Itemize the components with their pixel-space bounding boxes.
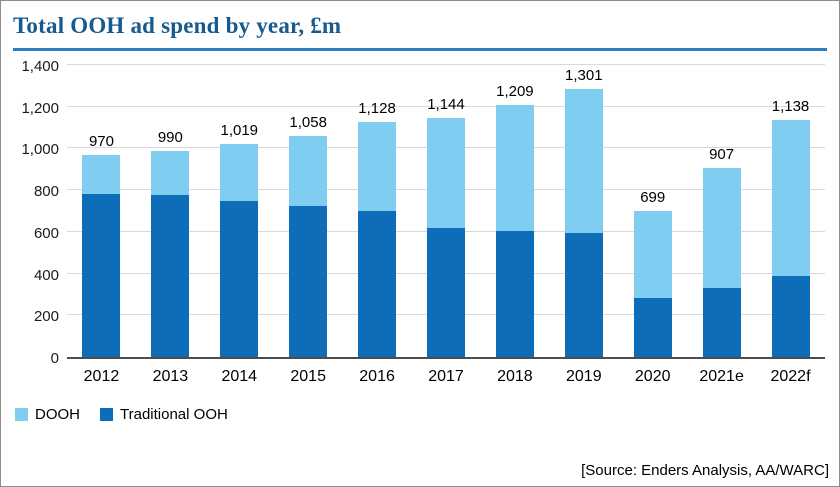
bar-total-label: 990 (157, 128, 183, 146)
plot-area: 970 990 1,019 1,058 1,128 1,144 1,209 1,301 699 9… (67, 64, 825, 359)
x-axis-labels: 2012 2013 2014 2015 2016 2017 2018 2019 2020 2021… (67, 368, 825, 386)
y-tick-label: 800 (33, 183, 59, 201)
dooh-bar-segment (358, 121, 397, 212)
legend-item-dooh: DOOH (15, 406, 80, 423)
bar-total-label: 1,301 (565, 67, 603, 84)
dooh-bar-segment (633, 211, 672, 298)
traditional-bar-segment (82, 193, 121, 357)
bar-group: 1,144 (412, 67, 481, 357)
bar-total-label: 907 (709, 145, 735, 163)
legend-item-traditional: Traditional OOH (100, 406, 228, 423)
y-tick-label: 1,000 (21, 141, 59, 159)
x-tick-label: 2020 (634, 368, 671, 385)
bars-container: 970 990 1,019 1,058 1,128 1,144 1,209 1,301 699 9… (67, 67, 825, 357)
gridline (67, 105, 825, 107)
traditional-bar-segment (151, 195, 190, 357)
bar-group: 1,209 (480, 67, 549, 357)
traditional-bar-segment (495, 230, 534, 357)
bar-total-label: 1,209 (496, 82, 534, 100)
footer-row: DOOH Traditional OOH (15, 406, 825, 423)
traditional-bar-segment (633, 297, 672, 357)
traditional-bar-segment (564, 232, 603, 357)
dooh-bar-segment (495, 104, 534, 231)
gridline (67, 64, 825, 65)
bar-group: 1,019 (205, 67, 274, 357)
bar-group: 990 (136, 67, 205, 357)
x-tick-label: 2012 (83, 368, 120, 385)
y-tick-label: 1,400 (21, 58, 59, 75)
dooh-bar-segment (220, 144, 259, 202)
bar-group: 1,301 (549, 67, 618, 357)
traditional-bar-segment (220, 201, 259, 357)
bar-total-label: 1,058 (289, 114, 327, 132)
y-tick-label: 400 (33, 266, 59, 284)
bar-group: 970 (67, 67, 136, 357)
bar-group: 699 (618, 67, 687, 357)
x-axis-row: 2012 2013 2014 2015 2016 2017 2018 2019 2020 2021… (11, 368, 825, 386)
x-tick-label: 2016 (359, 368, 395, 385)
traditional-swatch-icon (100, 408, 113, 421)
dooh-bar-segment (82, 154, 121, 194)
traditional-bar-segment (426, 228, 465, 357)
y-tick-label: 200 (33, 308, 59, 326)
traditional-bar-segment (289, 206, 328, 357)
bar-total-label: 1,019 (220, 122, 259, 140)
legend-label-dooh: DOOH (35, 406, 80, 423)
x-tick-label: 2021e (699, 368, 744, 385)
x-tick-label: 2014 (221, 368, 258, 385)
dooh-bar-segment (702, 167, 741, 289)
bar-total-label: 1,128 (358, 99, 396, 117)
x-tick-label: 2015 (290, 368, 326, 385)
bar-group: 1,128 (343, 67, 412, 357)
chart-title: Total OOH ad spend by year, £m (13, 13, 342, 38)
x-tick-label: 2022f (770, 368, 811, 385)
traditional-bar-segment (358, 211, 397, 357)
x-axis-spacer (11, 368, 67, 386)
dooh-bar-segment (151, 150, 190, 196)
x-tick-label: 2018 (497, 368, 533, 385)
bar-total-label: 699 (640, 189, 666, 207)
chart-header: Total OOH ad spend by year, £m (1, 1, 839, 51)
bar-group: 1,138 (756, 67, 825, 357)
x-tick-label: 2017 (428, 368, 464, 385)
y-tick-label: 0 (50, 350, 59, 367)
legend-label-traditional: Traditional OOH (120, 406, 228, 423)
x-tick-label: 2013 (152, 368, 189, 385)
bar-total-label: 1,138 (771, 97, 810, 115)
chart-area: 0 200 400 600 800 1,000 1,200 1,400 970 990 1,019… (1, 51, 839, 386)
y-axis: 0 200 400 600 800 1,000 1,200 1,400 (11, 58, 67, 367)
traditional-bar-segment (771, 275, 810, 357)
title-underline (13, 48, 827, 51)
bar-group: 1,058 (274, 67, 343, 357)
source-note: [Source: Enders Analysis, AA/WARC] (581, 462, 829, 479)
plot-row: 0 200 400 600 800 1,000 1,200 1,400 970 990 1,019… (11, 58, 825, 367)
legend: DOOH Traditional OOH (15, 406, 228, 423)
dooh-bar-segment (426, 118, 465, 229)
bar-group: 907 (687, 67, 756, 357)
bar-total-label: 970 (88, 132, 114, 150)
dooh-bar-segment (564, 89, 603, 233)
dooh-bar-segment (289, 136, 328, 207)
bar-total-label: 1,144 (427, 96, 465, 114)
dooh-swatch-icon (15, 408, 28, 421)
traditional-bar-segment (702, 288, 741, 357)
dooh-bar-segment (771, 119, 810, 276)
y-tick-label: 1,200 (21, 99, 59, 117)
x-tick-label: 2019 (566, 368, 602, 385)
y-tick-label: 600 (33, 224, 59, 242)
